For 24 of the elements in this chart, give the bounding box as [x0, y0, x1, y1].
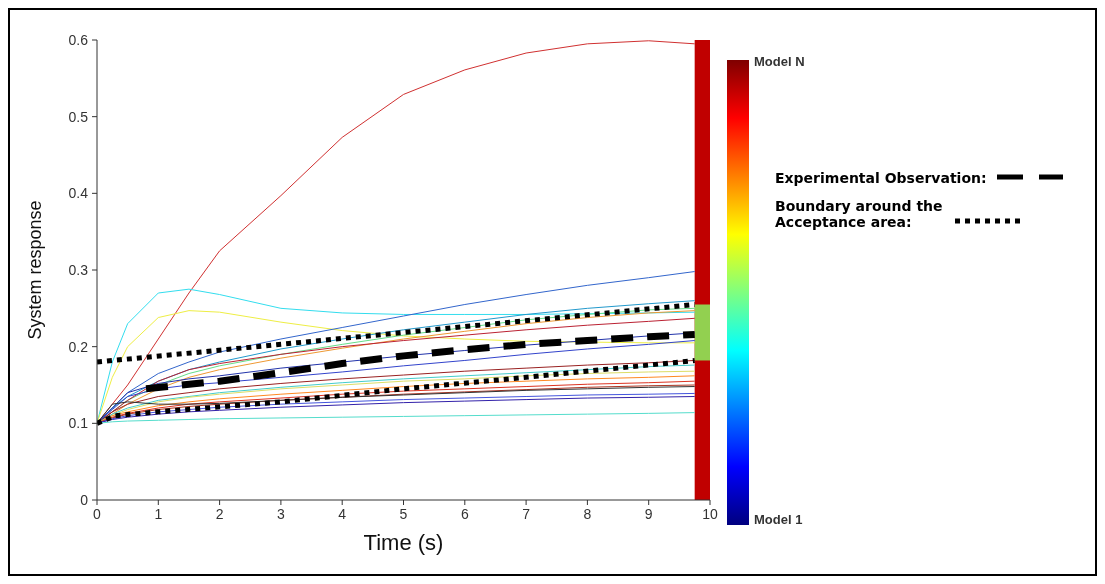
x-tick-label: 1	[154, 505, 163, 522]
x-tick-label: 4	[338, 505, 347, 522]
y-tick-label: 0.2	[68, 338, 89, 355]
x-tick-label: 7	[522, 505, 531, 522]
y-tick-label: 0.3	[68, 261, 89, 278]
y-tick-label: 0.1	[68, 415, 89, 432]
x-axis-title: Time (s)	[363, 530, 444, 555]
x-tick-label: 6	[460, 505, 469, 522]
x-tick-label: 0	[93, 505, 102, 522]
x-tick-label: 2	[215, 505, 224, 522]
x-tick-label: 5	[399, 505, 408, 522]
text: Model 1	[754, 512, 803, 527]
y-tick-label: 0.6	[68, 31, 89, 48]
text: Model N	[754, 54, 805, 69]
x-tick-label: 10	[702, 505, 718, 522]
x-tick-label: 8	[583, 505, 592, 522]
y-tick-label: 0.4	[68, 185, 89, 202]
y-axis-title: System response	[25, 200, 46, 340]
y-tick-label: 0.5	[68, 108, 89, 125]
x-tick-label: 9	[644, 505, 653, 522]
x-tick-label: 3	[277, 505, 285, 522]
y-tick-label: 0	[80, 491, 89, 508]
legend-label: Experimental Observation:	[775, 170, 987, 186]
legend-label: Boundary around the Acceptance area:	[775, 198, 944, 230]
